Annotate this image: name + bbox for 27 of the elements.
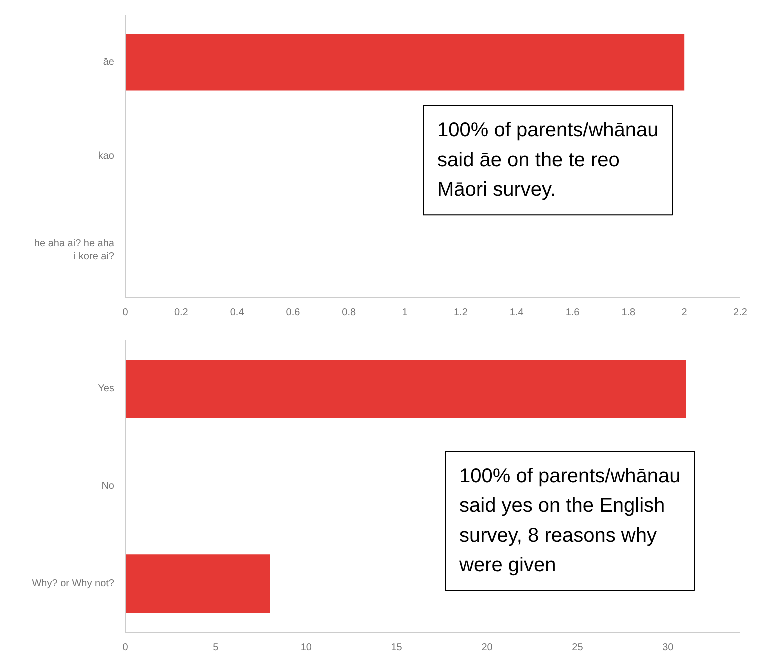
x-tick-label: 30 bbox=[662, 642, 674, 654]
y-tick-label: āe bbox=[103, 57, 115, 68]
x-tick-label: 0.8 bbox=[342, 308, 357, 318]
x-tick-label: 10 bbox=[300, 642, 312, 654]
y-tick-label: Yes bbox=[98, 384, 115, 395]
x-tick-label: 20 bbox=[482, 642, 494, 654]
annotation: 100% of parents/whānau said yes on the English survey, 8 reasons why were given bbox=[458, 465, 681, 577]
x-tick-label: 1 bbox=[402, 308, 408, 318]
annotation: 100% of parents/whānau said āe on the te reo Māori survey. bbox=[438, 120, 659, 202]
x-tick-label: 1.4 bbox=[510, 308, 524, 318]
x-tick-label: 0.4 bbox=[230, 308, 245, 318]
x-tick-label: 0.2 bbox=[174, 308, 189, 318]
x-tick-label: 0.6 bbox=[286, 308, 301, 318]
x-tick-label: 15 bbox=[391, 642, 403, 654]
x-tick-label: 2 bbox=[682, 308, 688, 318]
y-tick-label: Why? or Why not? bbox=[32, 578, 115, 590]
y-tick-label: he aha ai? he aha i kore ai? bbox=[34, 238, 115, 263]
x-tick-label: 5 bbox=[213, 642, 220, 654]
x-tick-label: 25 bbox=[572, 642, 584, 654]
x-tick-label: 0 bbox=[122, 642, 129, 654]
x-tick-label: 2.2 bbox=[734, 308, 748, 318]
x-tick-label: 0 bbox=[122, 308, 129, 318]
x-tick-label: 1.6 bbox=[566, 308, 580, 318]
x-tick-label: 1.8 bbox=[622, 308, 636, 318]
y-tick-label: No bbox=[102, 481, 115, 492]
x-tick-label: 1.2 bbox=[454, 308, 468, 318]
y-tick-label: kao bbox=[98, 151, 115, 162]
